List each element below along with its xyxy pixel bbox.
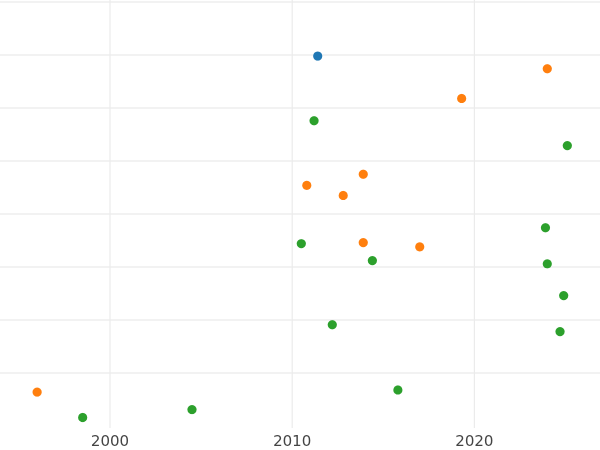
- scatter-point: [542, 64, 552, 74]
- data-points: [32, 51, 572, 423]
- x-tick-label: 2010: [273, 432, 311, 450]
- scatter-point: [309, 116, 319, 126]
- scatter-point: [187, 404, 197, 415]
- scatter-point: [78, 412, 88, 423]
- scatter-point: [302, 180, 312, 190]
- scatter-point: [415, 242, 425, 252]
- scatter-point: [555, 327, 565, 337]
- scatter-point: [327, 320, 337, 330]
- scatter-point: [32, 387, 42, 397]
- grid: [0, 0, 600, 428]
- scatter-point: [296, 239, 306, 249]
- scatter-point: [313, 51, 323, 61]
- x-tick-label: 2020: [455, 432, 493, 450]
- scatter-point: [358, 169, 368, 179]
- scatter-point: [338, 190, 348, 201]
- scatter-point: [540, 223, 551, 233]
- scatter-point: [562, 141, 572, 151]
- scatter-point: [542, 259, 552, 269]
- scatter-point: [457, 93, 467, 104]
- scatter-point: [393, 385, 403, 395]
- x-tick-label: 2000: [91, 432, 129, 450]
- x-axis-ticks: 2000 2010 2020: [91, 432, 494, 450]
- scatter-point: [367, 256, 377, 266]
- scatter-point: [559, 291, 569, 301]
- scatter-point: [358, 238, 368, 248]
